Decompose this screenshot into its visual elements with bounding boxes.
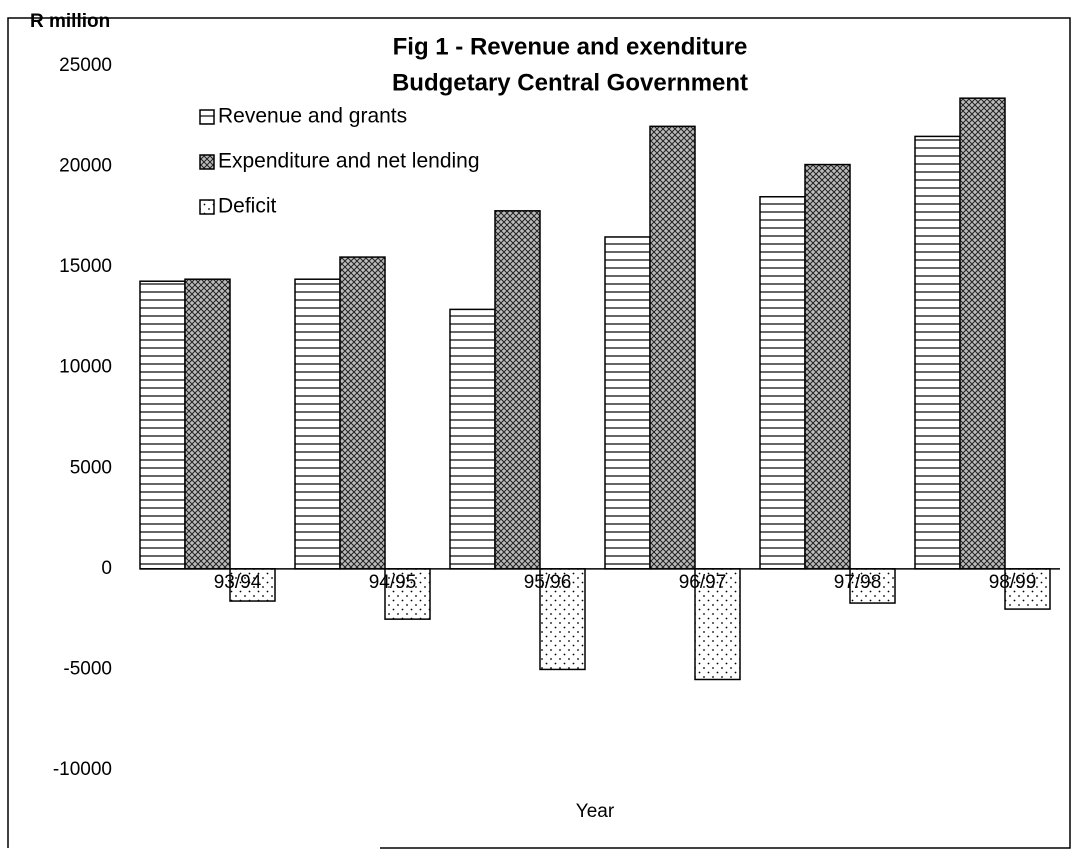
x-axis-label: Year [576,801,615,822]
x-tick-label: 93/94 [214,572,262,593]
chart-subtitle: Budgetary Central Government [392,69,748,96]
bar [804,163,851,570]
bar [384,568,431,620]
bar [914,135,961,570]
legend-swatch [199,109,215,125]
y-tick-label: 20000 [59,156,112,177]
bar [959,97,1006,570]
legend-label: Deficit [218,195,277,218]
y-tick-label: 25000 [59,55,112,76]
y-tick-label: 5000 [70,457,112,478]
bar [604,236,651,570]
x-tick-label: 96/97 [679,572,727,593]
x-tick-label: 95/96 [524,572,572,593]
bar [184,278,231,570]
bar [339,256,386,570]
x-tick-label: 97/98 [834,572,882,593]
bar [229,568,276,602]
bar [449,308,496,570]
bar [1004,568,1051,610]
legend-swatch [199,154,215,170]
y-tick-label: 0 [101,558,112,579]
bar [294,278,341,570]
bar [694,568,741,681]
x-tick-label: 98/99 [989,572,1037,593]
y-axis-label: R million [30,11,110,32]
legend-swatch [199,199,215,215]
bar [849,568,896,604]
legend-label: Revenue and grants [218,105,407,128]
bar [649,125,696,570]
y-tick-label: -5000 [63,658,112,679]
frame [7,17,1071,849]
bar [494,210,541,570]
chart-title: Fig 1 - Revenue and exenditure [393,33,748,60]
bar [759,195,806,570]
x-tick-label: 94/95 [369,572,417,593]
y-tick-label: -10000 [53,759,112,780]
y-tick-label: 15000 [59,256,112,277]
legend-label: Expenditure and net lending [218,150,480,173]
y-tick-label: 10000 [59,357,112,378]
bar [139,280,186,570]
